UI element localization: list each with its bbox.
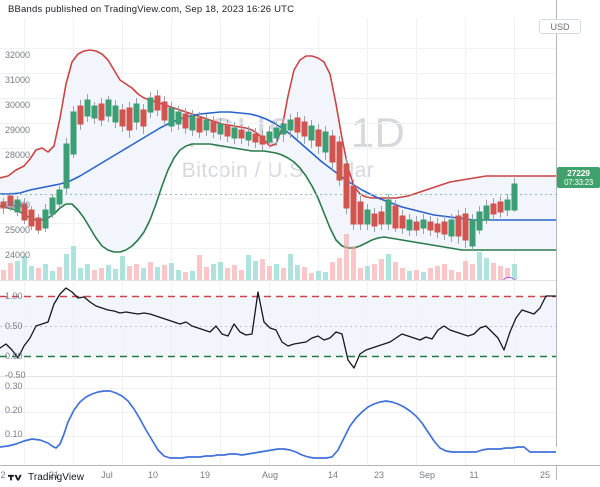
current-price-value: 27229 — [567, 167, 590, 178]
tradingview-logo-icon — [8, 474, 22, 481]
percent-b-band-fill — [0, 296, 556, 356]
time-tick-4: 19 — [199, 470, 211, 480]
price-tick-25000: 25000 — [5, 225, 31, 235]
bandwidth-line — [0, 390, 556, 459]
percent-b-svg — [0, 280, 556, 376]
bar-countdown-timer: 07:33:23 — [564, 177, 593, 187]
price-svg — [0, 18, 556, 280]
time-scale[interactable]: 2 21 Jul 10 19 Aug 14 23 Sep 11 25 — [0, 465, 600, 487]
pane-separator-2 — [0, 376, 556, 377]
time-tick-9: 11 — [469, 470, 479, 480]
publish-caption: BBands published on TradingView.com, Sep… — [8, 3, 295, 15]
candle-bodies — [0, 95, 518, 247]
bandwidth-tick-0-3: 0.30 — [5, 381, 23, 391]
percentb-tick-1: 1.00 — [5, 291, 23, 301]
percent-b-pane[interactable] — [0, 280, 600, 376]
time-tick-10: 25 — [539, 470, 551, 480]
price-pane[interactable]: BTCUSD, 1D Bitcoin / U.S. Dollar — [0, 18, 600, 280]
price-tick-30000: 30000 — [5, 100, 31, 110]
time-tick-5: Aug — [261, 470, 279, 480]
current-price-badge[interactable]: 27229 07:33:23 — [557, 167, 600, 188]
time-tick-3: 10 — [147, 470, 159, 480]
bollinger-lower-band — [0, 143, 556, 253]
chart-frame: BTCUSD, 1D Bitcoin / U.S. Dollar — [0, 18, 600, 466]
price-tick-29000: 29000 — [5, 125, 31, 135]
percent-b-plot — [0, 280, 556, 376]
percent-b-line — [0, 287, 556, 369]
price-tick-24000: 24000 — [5, 250, 31, 260]
price-scale[interactable] — [556, 0, 600, 447]
price-tick-31000: 31000 — [5, 75, 31, 85]
price-plot — [0, 18, 556, 280]
time-tick-7: 23 — [373, 470, 385, 480]
percentb-tick-0-5: 0.50 — [5, 321, 23, 331]
price-tick-26000: 26000 — [5, 200, 31, 210]
time-scale-divider — [556, 466, 557, 480]
tradingview-brand[interactable]: TradingView — [8, 470, 84, 484]
time-tick-2: Jul — [101, 470, 113, 480]
price-tick-32000: 32000 — [5, 50, 31, 60]
bandwidth-tick-0-2: 0.20 — [5, 405, 23, 415]
bandwidth-pane[interactable] — [0, 376, 600, 466]
percentb-tick-0: 0.00 — [5, 351, 23, 361]
pane-separator-1 — [0, 280, 556, 281]
bandwidth-plot — [0, 376, 556, 466]
bandwidth-tick-0-1: 0.10 — [5, 429, 23, 439]
bandwidth-svg — [0, 376, 556, 466]
time-tick-8: Sep — [418, 470, 436, 480]
time-tick-6: 14 — [327, 470, 339, 480]
bollinger-band-fill — [0, 50, 556, 252]
percentb-tick-neg-0-5: -0.50 — [5, 370, 26, 380]
volume-bars — [1, 234, 517, 280]
brand-name: TradingView — [28, 471, 85, 483]
candlesticks — [0, 90, 518, 250]
time-tick-1: 21 — [48, 470, 60, 480]
chart-header: BBands published on TradingView.com, Sep… — [0, 0, 600, 18]
currency-badge[interactable]: USD — [539, 19, 581, 34]
time-tick-0: 2 — [0, 470, 6, 480]
price-tick-28000: 28000 — [5, 150, 31, 160]
